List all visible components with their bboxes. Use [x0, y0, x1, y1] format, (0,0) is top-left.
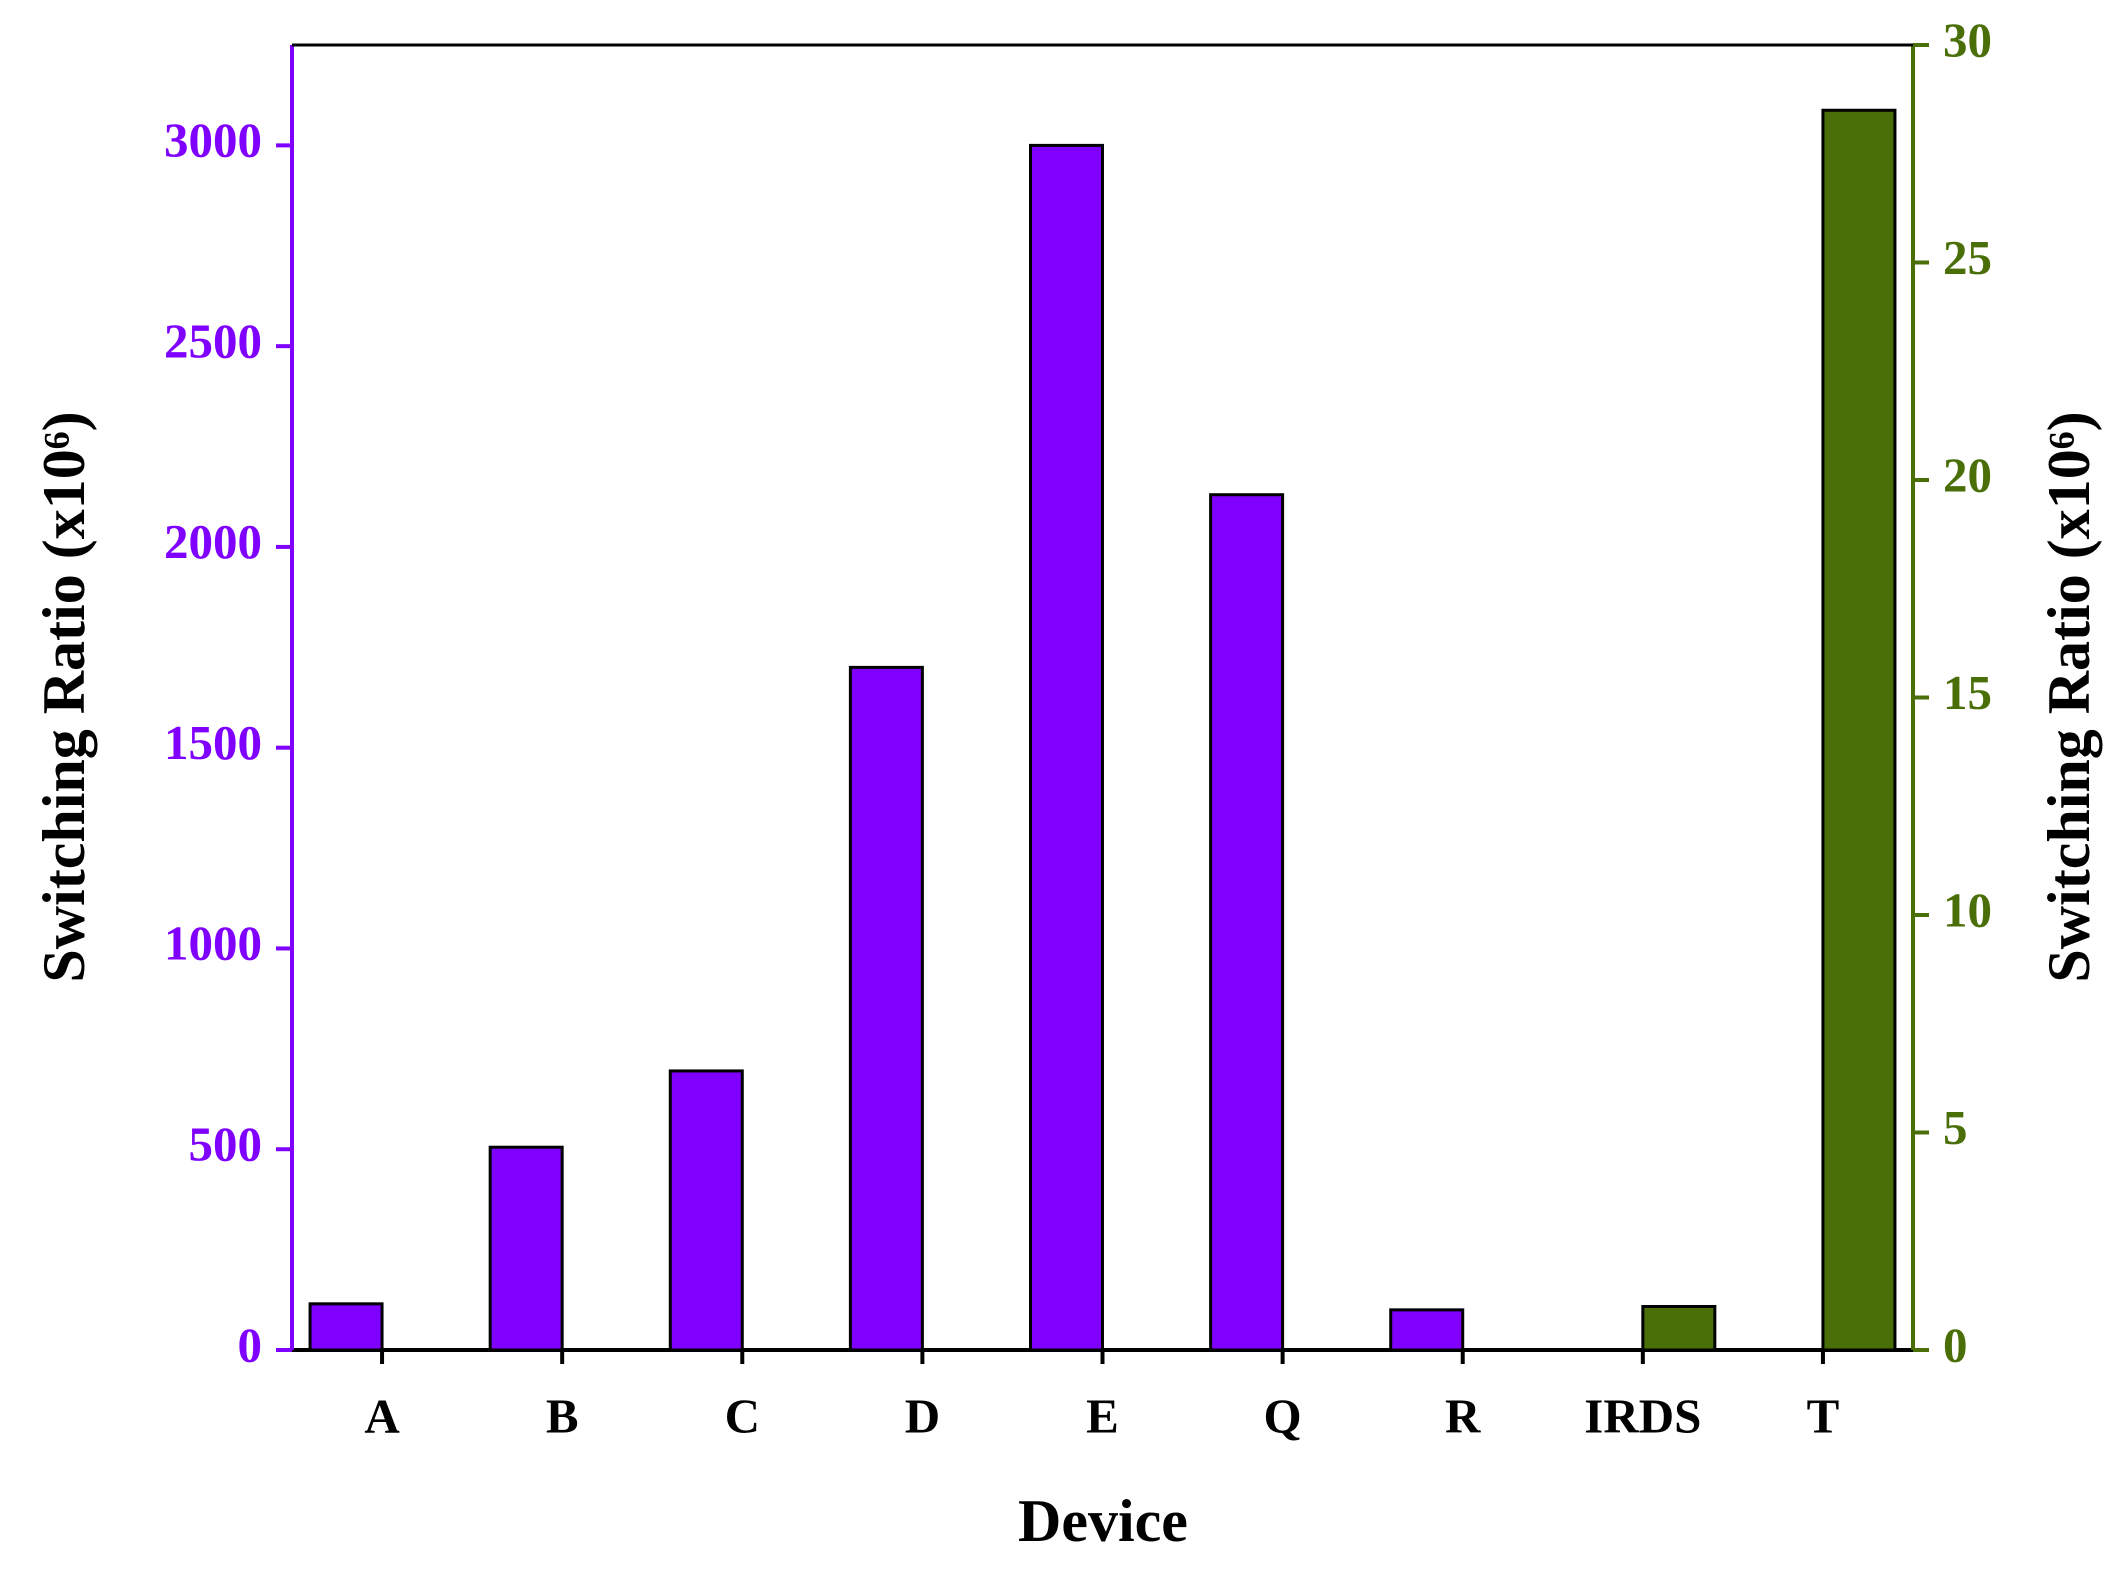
x-tick-label: R: [1445, 1388, 1481, 1443]
y-tick-label: 500: [189, 1116, 263, 1171]
bar: [1389, 1308, 1465, 1352]
bar: [1821, 108, 1897, 1352]
y2-tick-label: 0: [1943, 1317, 1968, 1372]
x-tick-label: D: [905, 1388, 940, 1443]
x-tick-label: E: [1086, 1388, 1119, 1443]
x-tick-label: A: [364, 1388, 400, 1443]
y-tick-label: 1500: [164, 715, 262, 770]
y2-tick-label: 30: [1943, 12, 1992, 67]
x-tick-label: Q: [1264, 1388, 1302, 1443]
bar: [668, 1069, 744, 1352]
bar: [848, 665, 924, 1352]
y2-tick-label: 15: [1943, 665, 1992, 720]
x-tick-label: T: [1807, 1388, 1840, 1443]
y-tick-label: 0: [238, 1317, 263, 1372]
x-axis-title: Device: [1018, 1488, 1188, 1554]
x-tick-label: IRDS: [1584, 1388, 1701, 1443]
bar: [1641, 1305, 1717, 1352]
y-tick-label: 3000: [164, 113, 262, 168]
y2-axis-title: Switching Ratio (x10⁶): [2036, 411, 2102, 982]
bar: [1029, 143, 1104, 1352]
y-tick-label: 2500: [164, 313, 262, 368]
y-tick-label: 2000: [164, 514, 262, 569]
y-tick-label: 1000: [164, 916, 262, 971]
y-axis-title: Switching Ratio (x10⁶): [31, 411, 97, 982]
x-tick-label: B: [546, 1388, 579, 1443]
y2-tick-label: 20: [1943, 447, 1992, 502]
bar: [308, 1302, 384, 1352]
bar: [1209, 493, 1285, 1352]
x-tick-label: C: [725, 1388, 760, 1443]
bar: [488, 1145, 564, 1352]
y2-tick-label: 25: [1943, 230, 1992, 285]
y2-tick-label: 10: [1943, 882, 1992, 937]
y2-tick-label: 5: [1943, 1100, 1968, 1155]
